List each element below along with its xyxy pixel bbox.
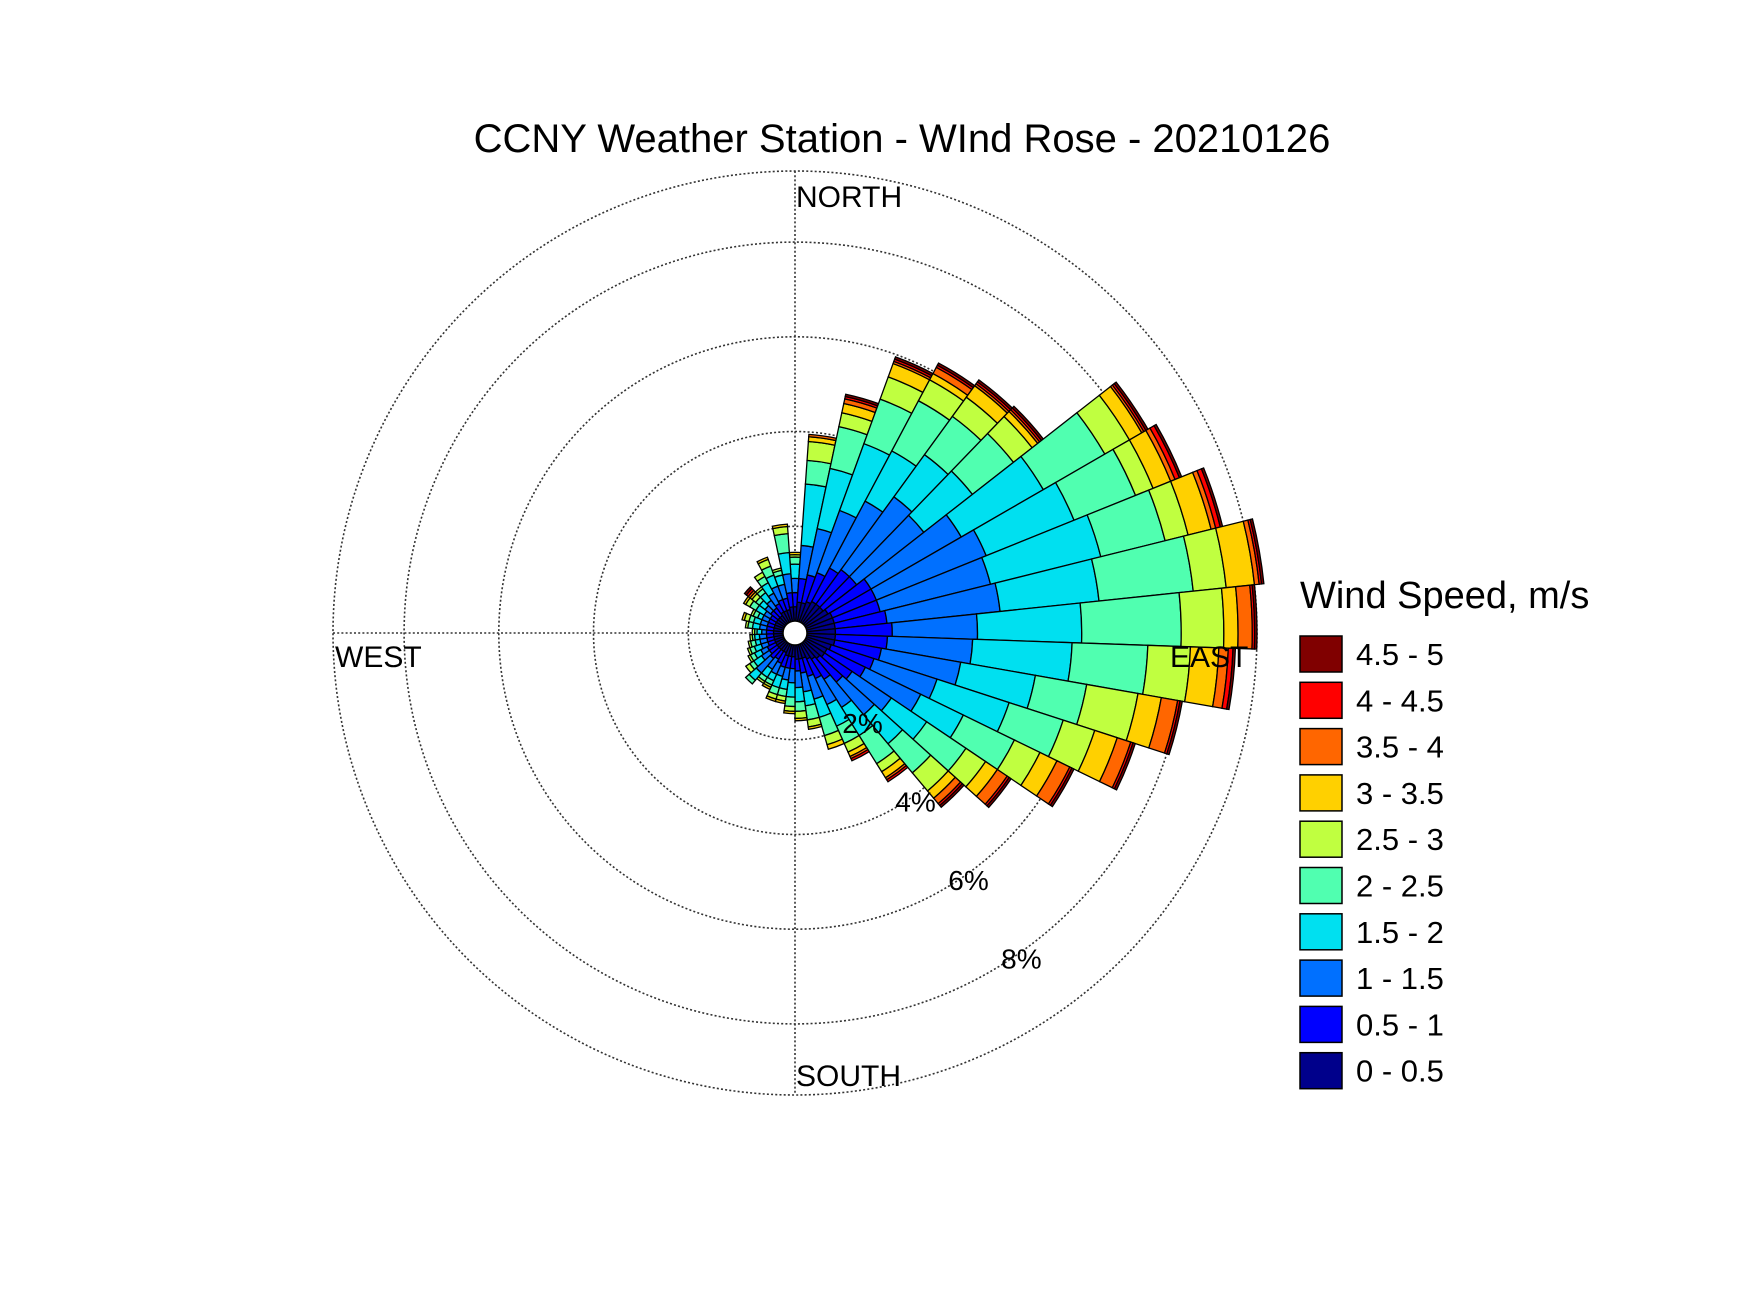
petal-segment [826, 738, 846, 751]
wind-sector [803, 381, 1149, 628]
petal-segment [1113, 742, 1137, 791]
petal-segment [773, 532, 791, 555]
direction-label-north: NORTH [796, 181, 902, 214]
legend-label: 1 - 1.5 [1356, 961, 1444, 996]
wind-sector [796, 393, 880, 623]
petal-segment [1225, 647, 1237, 711]
wind-sector [795, 433, 838, 623]
legend-label: 3.5 - 4 [1356, 730, 1444, 765]
petal-segment [794, 700, 807, 712]
legend-label: 2 - 2.5 [1356, 869, 1444, 904]
petal-segment [741, 611, 748, 622]
wind-sector [798, 356, 934, 624]
petal-segment [1249, 518, 1265, 585]
petal-segment [794, 716, 808, 722]
petal-segment [986, 776, 1013, 809]
petal-segment [749, 633, 754, 642]
petal-segment [747, 653, 755, 664]
wind-sector [806, 583, 1258, 650]
legend-swatch [1299, 866, 1343, 905]
legend-swatch [1299, 959, 1343, 997]
legend-swatch [1299, 1005, 1343, 1044]
legend-swatch [1299, 774, 1343, 812]
wind-sector [771, 523, 795, 623]
radial-tick-label: 8% [1001, 944, 1041, 975]
petal-segment [1178, 587, 1225, 649]
legend-title: Wind Speed, m/s [1300, 575, 1589, 617]
petal-segment [744, 662, 756, 674]
wind-sector [755, 641, 790, 685]
petal-segment [885, 764, 909, 783]
legend-swatch [1299, 727, 1343, 766]
petal-segment [794, 686, 806, 703]
direction-label-east: EAST [1170, 641, 1248, 674]
petal-segment [789, 556, 801, 566]
petal-segment [747, 640, 753, 649]
petal-segment [751, 627, 756, 636]
speed-legend: Wind Speed, m/s 4.5 - 5 4 - 4.5 3.5 - 4 3 -… [1299, 575, 1589, 1090]
petal-segment [1165, 700, 1184, 756]
radial-tick-label: 4% [895, 787, 935, 818]
wind-sector [800, 641, 909, 783]
legend-label: 2.5 - 3 [1356, 822, 1444, 857]
radial-tick-label: 6% [948, 865, 988, 896]
legend-label: 3 - 3.5 [1356, 776, 1444, 811]
legend-label: 0 - 0.5 [1356, 1054, 1444, 1089]
petal-segment [746, 646, 754, 656]
petal-segment [771, 523, 789, 530]
wind-rose-petals [741, 356, 1265, 809]
petal-segment [756, 556, 770, 565]
center-calm-circle [782, 620, 808, 646]
legend-label: 4.5 - 5 [1356, 637, 1444, 672]
legend-swatch [1299, 635, 1343, 673]
petal-segment [744, 673, 757, 685]
petal-segment [1251, 583, 1258, 650]
petal-segment [765, 695, 777, 703]
legend-swatch [1299, 1051, 1343, 1090]
petal-segment [794, 658, 802, 672]
legend-swatch [1299, 820, 1343, 858]
legend-swatch [1299, 681, 1343, 720]
petal-segment [850, 748, 871, 762]
petal-segment [783, 709, 796, 715]
petal-segment [1049, 767, 1075, 808]
wind-sector [744, 638, 787, 674]
petal-segment [1234, 584, 1253, 650]
direction-label-south: SOUTH [796, 1060, 901, 1093]
radial-tick-labels: 2% 4% 6% 8% [842, 708, 1041, 975]
petal-segment [743, 585, 754, 596]
legend-label: 1.5 - 2 [1356, 915, 1444, 950]
legend-swatch [1299, 913, 1343, 951]
wind-sector [804, 637, 1075, 808]
chart-title: CCNY Weather Station - WInd Rose - 20210… [474, 117, 1331, 161]
radial-tick-label: 2% [842, 708, 882, 739]
petal-segment [788, 551, 802, 556]
direction-label-west: WEST [335, 641, 422, 674]
petal-segment [1220, 585, 1239, 650]
petal-segment [761, 682, 772, 691]
wind-sector [801, 640, 966, 809]
legend-label: 4 - 4.5 [1356, 683, 1444, 718]
wind-sector [805, 518, 1265, 633]
legend-label: 0.5 - 1 [1356, 1007, 1444, 1042]
petal-segment [938, 782, 966, 809]
wind-sector [801, 379, 1014, 626]
petal-segment [807, 723, 823, 731]
